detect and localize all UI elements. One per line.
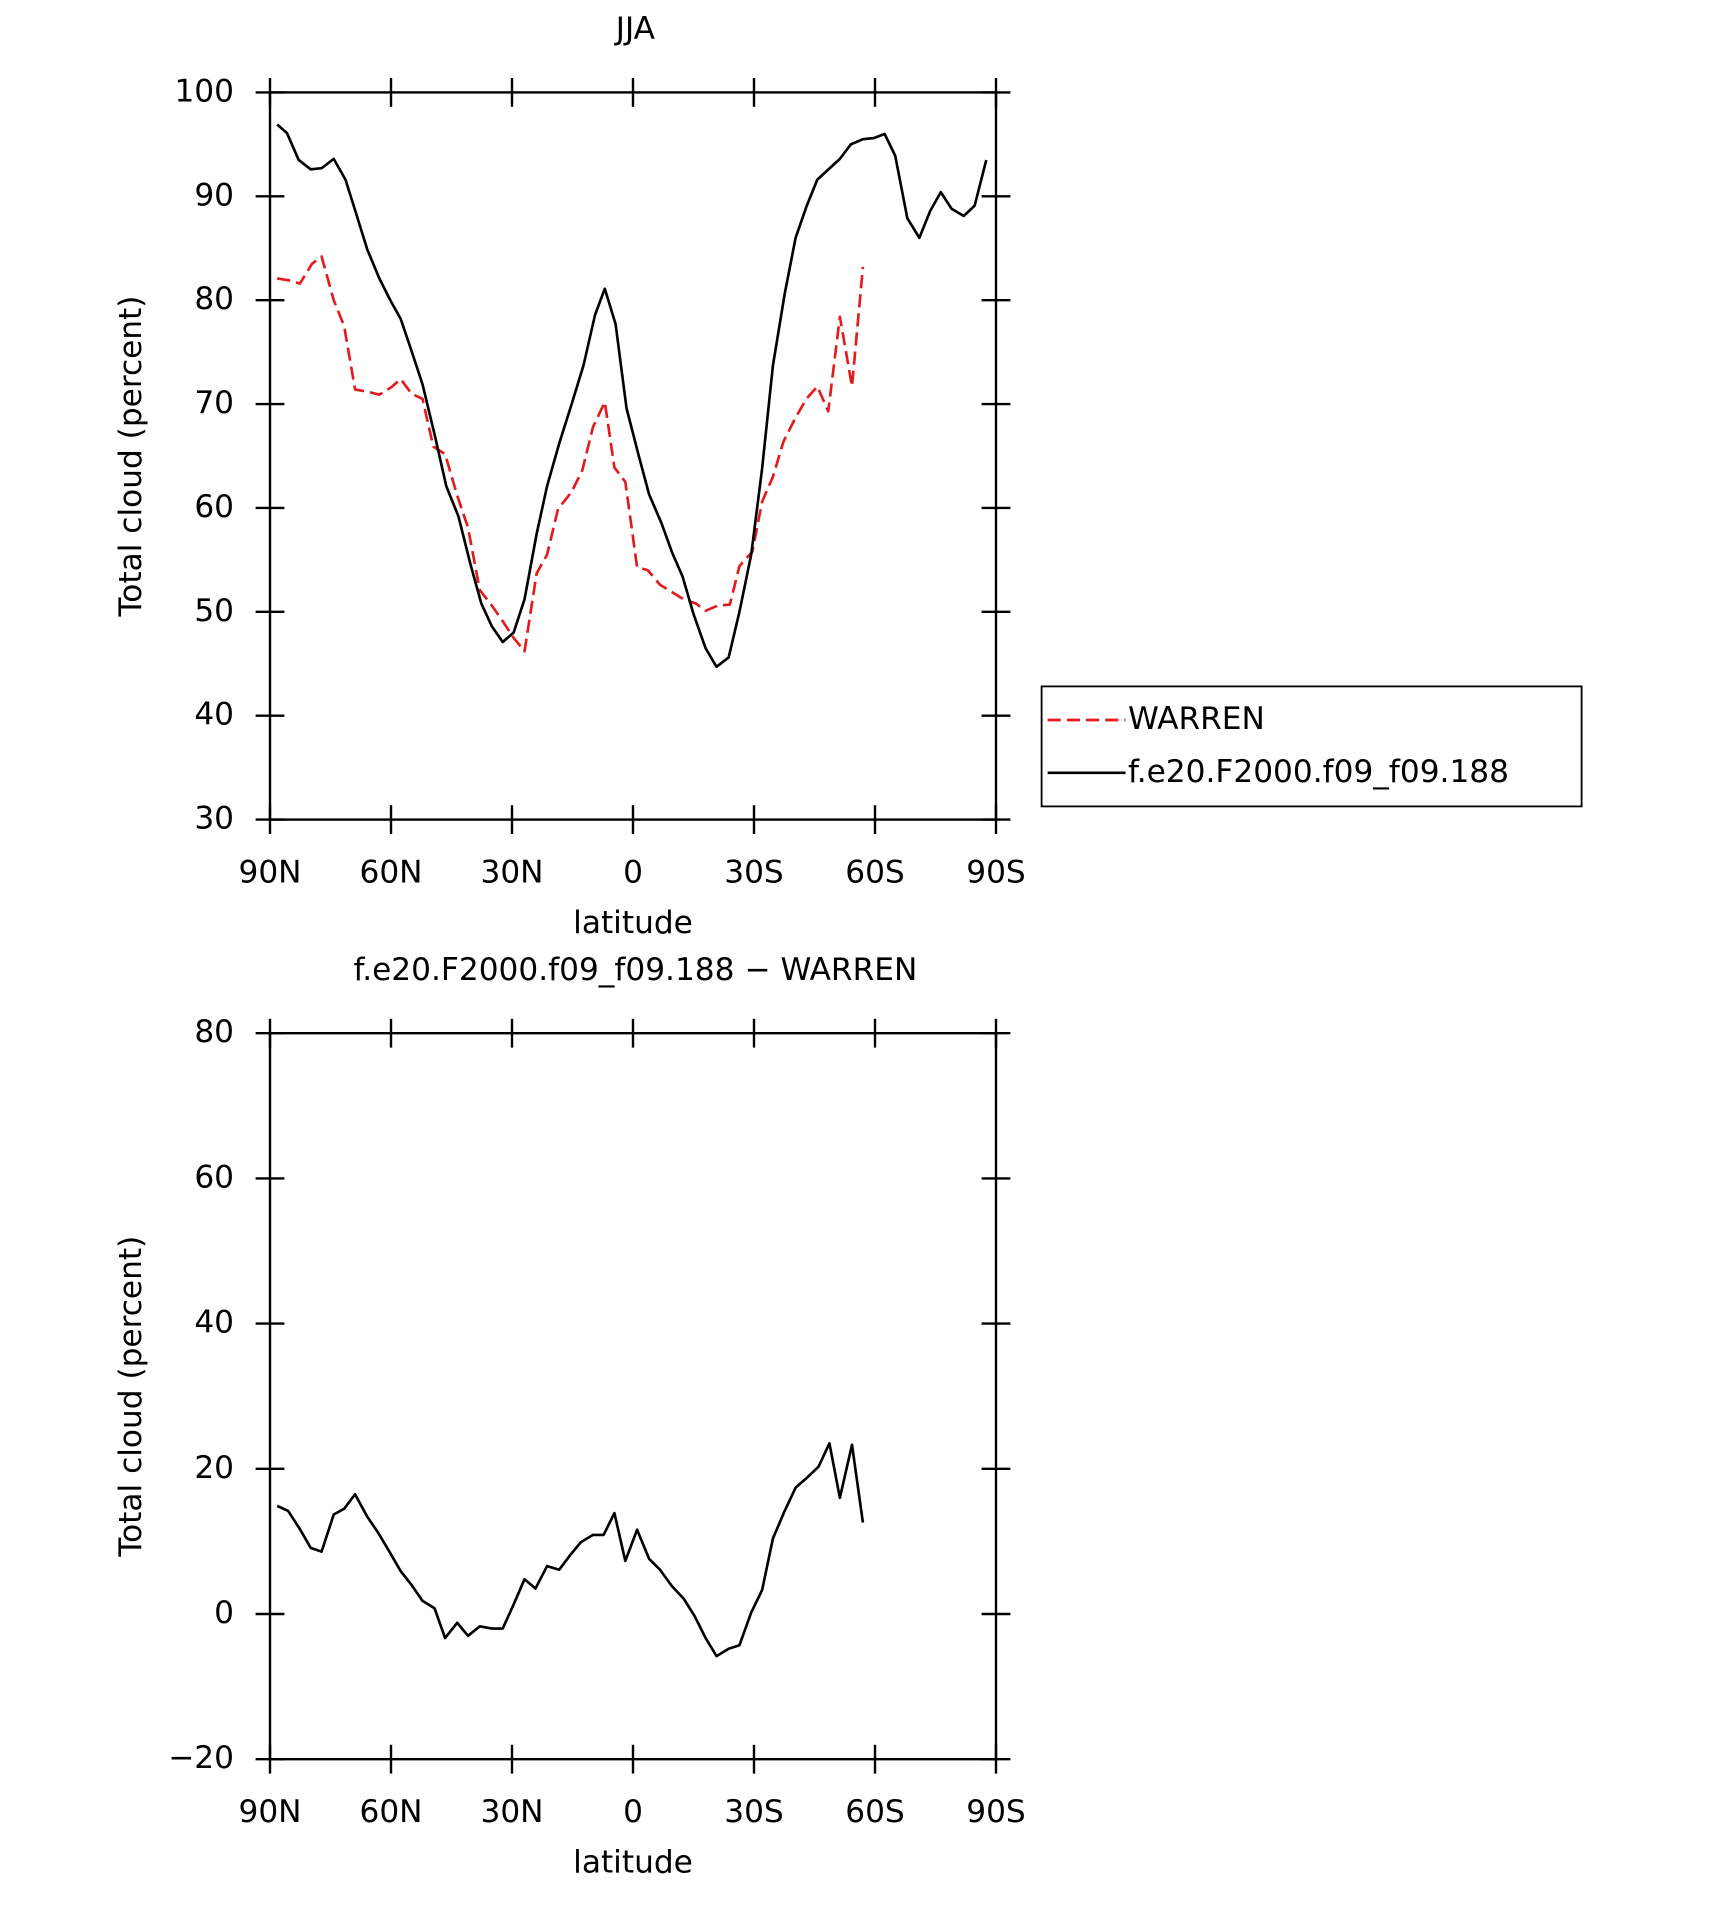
x-axis-label: latitude <box>573 905 693 941</box>
x-tick-label: 90S <box>966 855 1025 891</box>
x-tick-label: 30S <box>724 1794 783 1830</box>
x-tick-label: 60S <box>845 855 904 891</box>
y-tick-label: 100 <box>174 73 234 109</box>
y-tick-label: 0 <box>214 1595 234 1631</box>
y-tick-label: 80 <box>194 281 234 317</box>
legend-box <box>1040 685 1583 808</box>
y-axis-label: Total cloud (percent) <box>113 296 149 618</box>
chart-title: f.e20.F2000.f09_f09.188 − WARREN <box>354 952 918 988</box>
x-tick-label: 0 <box>623 1794 643 1830</box>
x-tick-label: 60N <box>359 1794 422 1830</box>
y-tick-label: 90 <box>194 177 234 213</box>
y-tick-label: 20 <box>194 1450 234 1486</box>
x-tick-label: 60S <box>845 1794 904 1830</box>
y-tick-label: 40 <box>194 697 234 733</box>
plot-frame <box>268 1032 998 1761</box>
plot-frame <box>268 91 998 821</box>
x-tick-label: 60N <box>359 855 422 891</box>
y-axis-label: Total cloud (percent) <box>113 1236 149 1558</box>
x-tick-label: 90N <box>238 1794 301 1830</box>
y-tick-label: 60 <box>194 489 234 525</box>
y-tick-label: 30 <box>194 801 234 837</box>
data-line <box>276 1442 865 1658</box>
x-tick-label: 0 <box>623 855 643 891</box>
y-tick-label: 40 <box>194 1305 234 1341</box>
y-tick-label: 70 <box>194 385 234 421</box>
data-line <box>276 123 988 669</box>
x-tick-label: 90N <box>238 855 301 891</box>
x-tick-label: 30S <box>724 855 783 891</box>
chart-title: JJA <box>614 11 656 47</box>
x-axis-label: latitude <box>573 1845 693 1881</box>
x-tick-label: 90S <box>966 1794 1025 1830</box>
y-tick-label: 60 <box>194 1159 234 1195</box>
data-line <box>276 255 865 653</box>
y-tick-label: 50 <box>194 593 234 629</box>
y-tick-label: 80 <box>194 1014 234 1050</box>
x-tick-label: 30N <box>480 855 543 891</box>
y-tick-label: −20 <box>168 1740 234 1776</box>
legend-label: WARREN <box>1128 701 1265 737</box>
x-tick-label: 30N <box>480 1794 543 1830</box>
legend-label: f.e20.F2000.f09_f09.188 <box>1128 754 1509 790</box>
